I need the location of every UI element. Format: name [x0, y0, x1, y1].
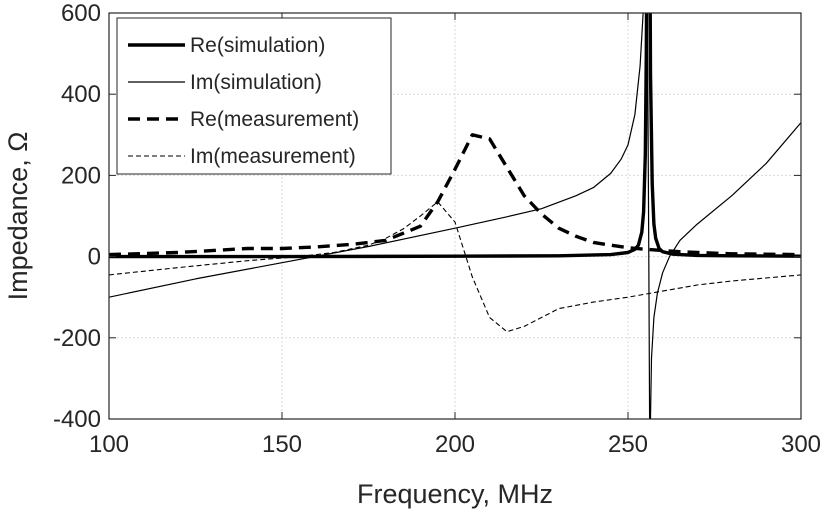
series-line-4: [109, 201, 801, 333]
y-tick-label: 400: [61, 81, 101, 108]
y-tick-label: -400: [53, 406, 101, 433]
x-tick-label: 200: [435, 431, 475, 458]
y-tick-label: 600: [61, 0, 101, 27]
legend-label-1: Re(simulation): [190, 34, 325, 57]
tick-labels: 100 150 200 250 300 -400 -200 0 200 400 600: [53, 0, 821, 458]
x-tick-label: 150: [262, 431, 302, 458]
x-tick-label: 300: [781, 431, 821, 458]
x-tick-label: 250: [608, 431, 648, 458]
legend-label-3: Re(measurement): [190, 108, 359, 131]
y-tick-label: 200: [61, 162, 101, 189]
series-line-2: [109, 13, 801, 419]
y-tick-label: 0: [88, 244, 101, 271]
y-tick-label: -200: [53, 325, 101, 352]
x-tick-label: 100: [89, 431, 129, 458]
x-axis-title: Frequency, MHz: [357, 479, 553, 509]
y-axis-title: Impedance, Ω: [3, 132, 33, 301]
series-line-3: [109, 133, 801, 257]
legend: Re(simulation) Im(simulation) Re(measureme…: [116, 17, 392, 175]
legend-label-2: Im(simulation): [190, 71, 322, 94]
series-line-1: [109, 13, 801, 259]
legend-label-4: Im(measurement): [190, 145, 356, 168]
series-group: [109, 13, 801, 419]
